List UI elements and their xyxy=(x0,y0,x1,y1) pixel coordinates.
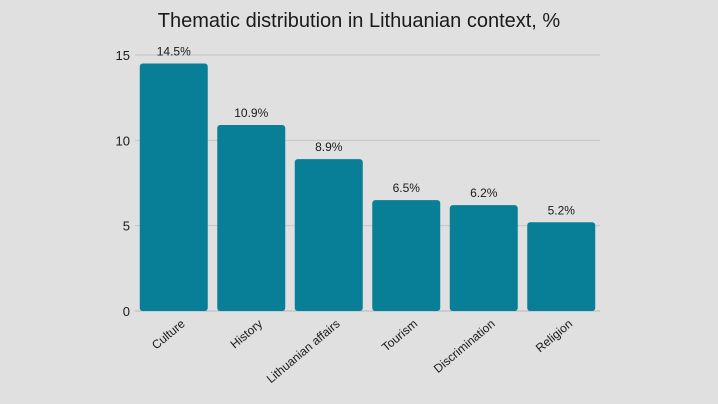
chart-title: Thematic distribution in Lithuanian cont… xyxy=(158,10,561,32)
x-tick-label: Religion xyxy=(533,317,575,356)
bar xyxy=(139,63,208,312)
x-tick-label: Tourism xyxy=(379,317,420,355)
gridlines xyxy=(135,54,600,312)
bar xyxy=(217,124,286,312)
bar xyxy=(527,222,596,311)
x-tick-label: Discrimination xyxy=(431,317,498,376)
data-label: 6.5% xyxy=(393,181,421,195)
y-tick-label: 10 xyxy=(116,133,130,148)
y-axis: 0 5 10 15 xyxy=(116,48,130,319)
data-label: 10.9% xyxy=(234,106,268,120)
data-label: 6.2% xyxy=(470,186,498,200)
y-tick-label: 0 xyxy=(123,304,130,319)
bar xyxy=(449,205,518,311)
bars xyxy=(139,63,596,312)
x-tick-label: History xyxy=(228,317,266,352)
x-tick-label: Culture xyxy=(149,316,188,352)
y-tick-label: 5 xyxy=(123,219,130,234)
data-label: 8.9% xyxy=(315,140,343,154)
data-label: 5.2% xyxy=(548,203,576,217)
bar xyxy=(294,159,363,311)
bar xyxy=(372,200,441,311)
x-tick-label: Lithuanian affairs xyxy=(264,317,343,386)
data-labels: 14.5% 10.9% 8.9% 6.5% 6.2% 5.2% xyxy=(157,45,576,218)
y-tick-label: 15 xyxy=(116,48,130,63)
data-label: 14.5% xyxy=(157,45,191,59)
